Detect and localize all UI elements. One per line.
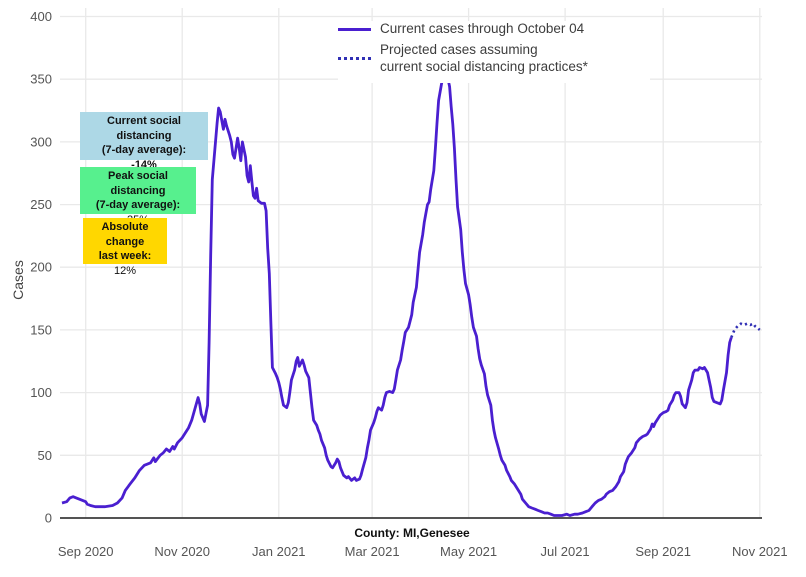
dotted-line-swatch-icon xyxy=(338,57,371,61)
y-tick-label: 400 xyxy=(30,9,52,24)
y-tick-label: 350 xyxy=(30,72,52,87)
x-tick-label: Jan 2021 xyxy=(252,544,306,559)
annotation-line: Peak social distancing xyxy=(108,170,168,197)
x-tick-label: Nov 2020 xyxy=(154,544,210,559)
x-tick-label: Nov 2021 xyxy=(732,544,788,559)
annotation-line: last week: xyxy=(98,250,152,262)
y-tick-label: 0 xyxy=(45,511,52,526)
x-tick-label: Sep 2021 xyxy=(635,544,691,559)
legend-label-current-cases: Current cases through October 04 xyxy=(380,21,585,36)
y-tick-label: 250 xyxy=(30,197,52,212)
legend-label-projected-cases: Projected cases assuming current social … xyxy=(380,42,588,74)
solid-line-swatch-icon xyxy=(338,27,371,31)
annotation-value: 12% xyxy=(113,264,137,277)
legend-item-current-cases[interactable]: Current cases through October 04 xyxy=(338,21,650,37)
legend-item-projected-cases[interactable]: Projected cases assuming current social … xyxy=(338,42,650,75)
absolute-change-annotation: Absolute change last week: 12% xyxy=(83,218,167,277)
y-tick-label: 100 xyxy=(30,385,52,400)
peak-social-distancing-annotation: Peak social distancing (7-day average): … xyxy=(80,167,196,226)
x-tick-label: Sep 2020 xyxy=(58,544,114,559)
current-cases-line xyxy=(61,60,733,517)
projected-cases-line xyxy=(730,322,761,339)
x-tick-label: Mar 2021 xyxy=(345,544,400,559)
annotation-line: (7-day average): xyxy=(95,199,181,211)
current-social-distancing-annotation: Current social distancing (7-day average… xyxy=(80,112,208,171)
legend: Current cases through October 04 Project… xyxy=(338,21,650,83)
x-tick-label: May 2021 xyxy=(440,544,497,559)
annotation-line: Absolute change xyxy=(101,221,149,248)
annotation-line: Current social distancing xyxy=(107,115,181,142)
county-label: County: MI,Genesee xyxy=(354,526,470,540)
y-tick-label: 50 xyxy=(38,448,52,463)
y-tick-label: 200 xyxy=(30,260,52,275)
x-tick-label: Jul 2021 xyxy=(541,544,590,559)
y-tick-label: 300 xyxy=(30,134,52,149)
y-tick-label: 150 xyxy=(30,322,52,337)
y-axis-title: Cases xyxy=(10,260,26,300)
annotation-line: (7-day average): xyxy=(101,144,187,156)
